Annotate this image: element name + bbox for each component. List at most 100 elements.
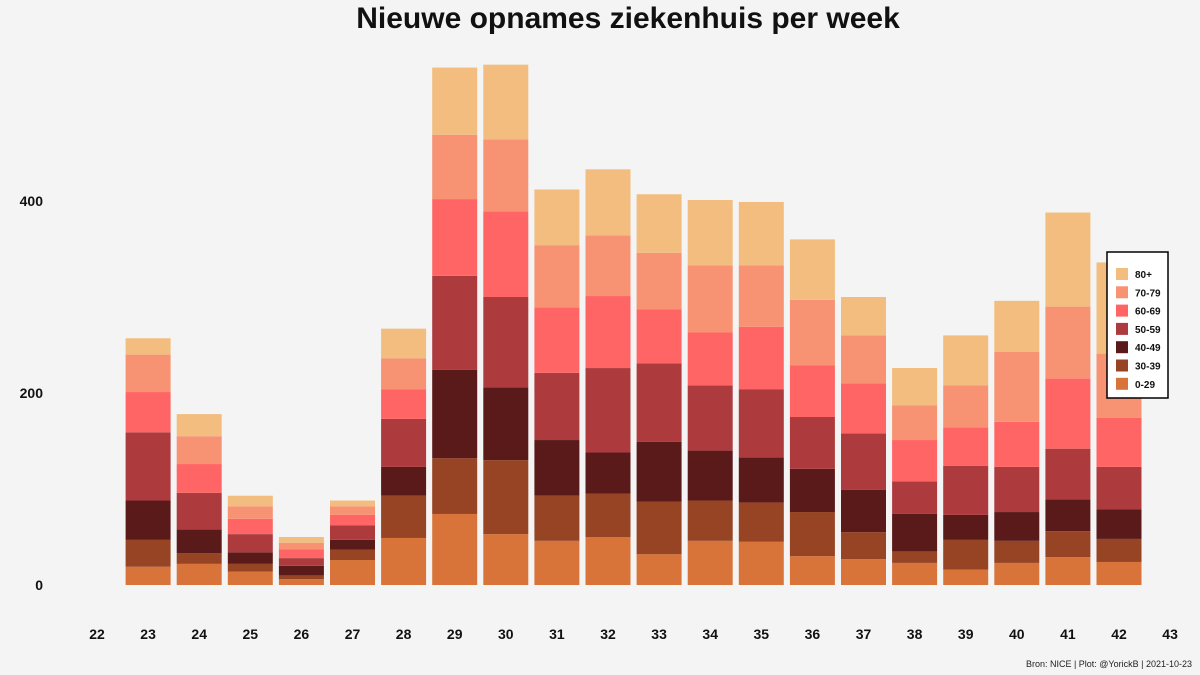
chart-caption: Bron: NICE | Plot: @YorickB | 2021-10-23 [1026,659,1192,669]
bar-segment [381,466,427,496]
x-tick-label: 41 [1060,626,1076,642]
bar-segment [534,495,580,541]
legend-swatch [1116,377,1128,390]
bar-segment [994,421,1040,467]
bar-segment [176,464,222,493]
bar-segment [278,542,324,550]
legend-swatch [1116,286,1128,299]
y-axis: 0 200 400 [20,193,44,593]
bar-segment [585,493,631,537]
bar-segment [789,239,835,300]
bar-segment [943,385,989,428]
x-tick-label: 39 [958,626,974,642]
bar-segment [738,457,784,503]
bar-segment [483,64,529,140]
bar-segment [432,134,478,200]
bar-segment [738,541,784,585]
legend-label: 30-39 [1135,362,1161,373]
bar-segment [534,440,580,496]
bar-segment [125,392,171,433]
legend-swatch [1116,268,1128,280]
bar-segment [1045,499,1091,532]
bar-segment [738,265,784,327]
bar-segment [789,299,835,366]
x-tick-label: 22 [89,626,105,642]
chart-title: Nieuwe opnames ziekenhuis per week [356,2,900,35]
bar-segment [227,552,273,564]
bar-segment [1096,417,1142,467]
bar-segment [841,532,886,560]
bar-segment [687,385,733,451]
x-tick-label: 43 [1162,626,1178,642]
bar-segment [176,492,222,530]
bar-segment [687,332,733,386]
bar-segment [994,540,1040,563]
bar-segment [789,512,835,557]
legend-swatch [1116,304,1128,317]
bar-segment [1045,448,1091,500]
bar-segment [943,335,989,386]
bar-segment [994,351,1040,422]
bar-segment [125,338,171,355]
bar-segment [432,275,478,370]
bar-segment [789,468,835,513]
bar-segment [483,460,529,535]
bar-segment [892,551,938,563]
bar-segment [841,489,886,533]
x-tick-label: 24 [191,626,207,642]
bar-segment [330,506,375,515]
bar-segment [381,389,427,419]
bar-segment [381,358,427,390]
bar-segment [483,211,529,297]
x-tick-label: 32 [600,626,616,642]
x-tick-label: 42 [1111,626,1127,642]
bar-segment [585,537,631,585]
legend-label: 50-59 [1135,325,1161,336]
bar-segment [176,414,222,437]
bar-segment [381,328,427,359]
bar-segment [687,200,733,266]
bar-segment [585,452,631,494]
bar-segment [125,539,171,567]
bar-segment [636,363,682,442]
bar-segment [585,368,631,453]
legend-label: 0-29 [1135,380,1155,391]
bar-segment [789,417,835,469]
x-tick-label: 34 [702,626,718,642]
legend-swatch [1116,341,1128,354]
bar-segment [227,518,273,535]
bar-segment [381,418,427,467]
bar-segment [534,540,580,585]
legend-label: 70-79 [1135,288,1161,299]
bar-segment [483,387,529,461]
y-tick-label: 0 [35,577,43,593]
x-tick-label: 29 [447,626,463,642]
bar-segment [994,300,1040,352]
bar-segment [738,326,784,390]
bar-segment [227,563,273,572]
x-tick-label: 33 [651,626,667,642]
bar-segment [125,354,171,393]
y-tick-label: 400 [20,193,44,209]
legend: 80+ 70-79 60-69 50-59 40-49 30-39 0-29 [1106,251,1169,399]
bar-segment [636,441,682,502]
bar-segment [841,297,886,336]
bar-segment [892,481,938,514]
bar-segment [227,506,273,519]
bar-segment [1096,466,1142,510]
bar-segment [943,539,989,570]
bar-segment [687,500,733,541]
bar-segment [483,139,529,212]
bar-segment [176,553,222,564]
bar-segment [278,575,324,580]
bar-segment [278,579,324,585]
bar-segment [892,562,938,585]
bar-segment [994,562,1040,585]
bar-segment [1045,531,1091,558]
bar-segment [943,427,989,466]
bar-segment [636,252,682,310]
bar-segment [841,433,886,490]
bar-segment [892,440,938,482]
bar-segment [636,501,682,555]
bar-segment [1096,509,1142,539]
